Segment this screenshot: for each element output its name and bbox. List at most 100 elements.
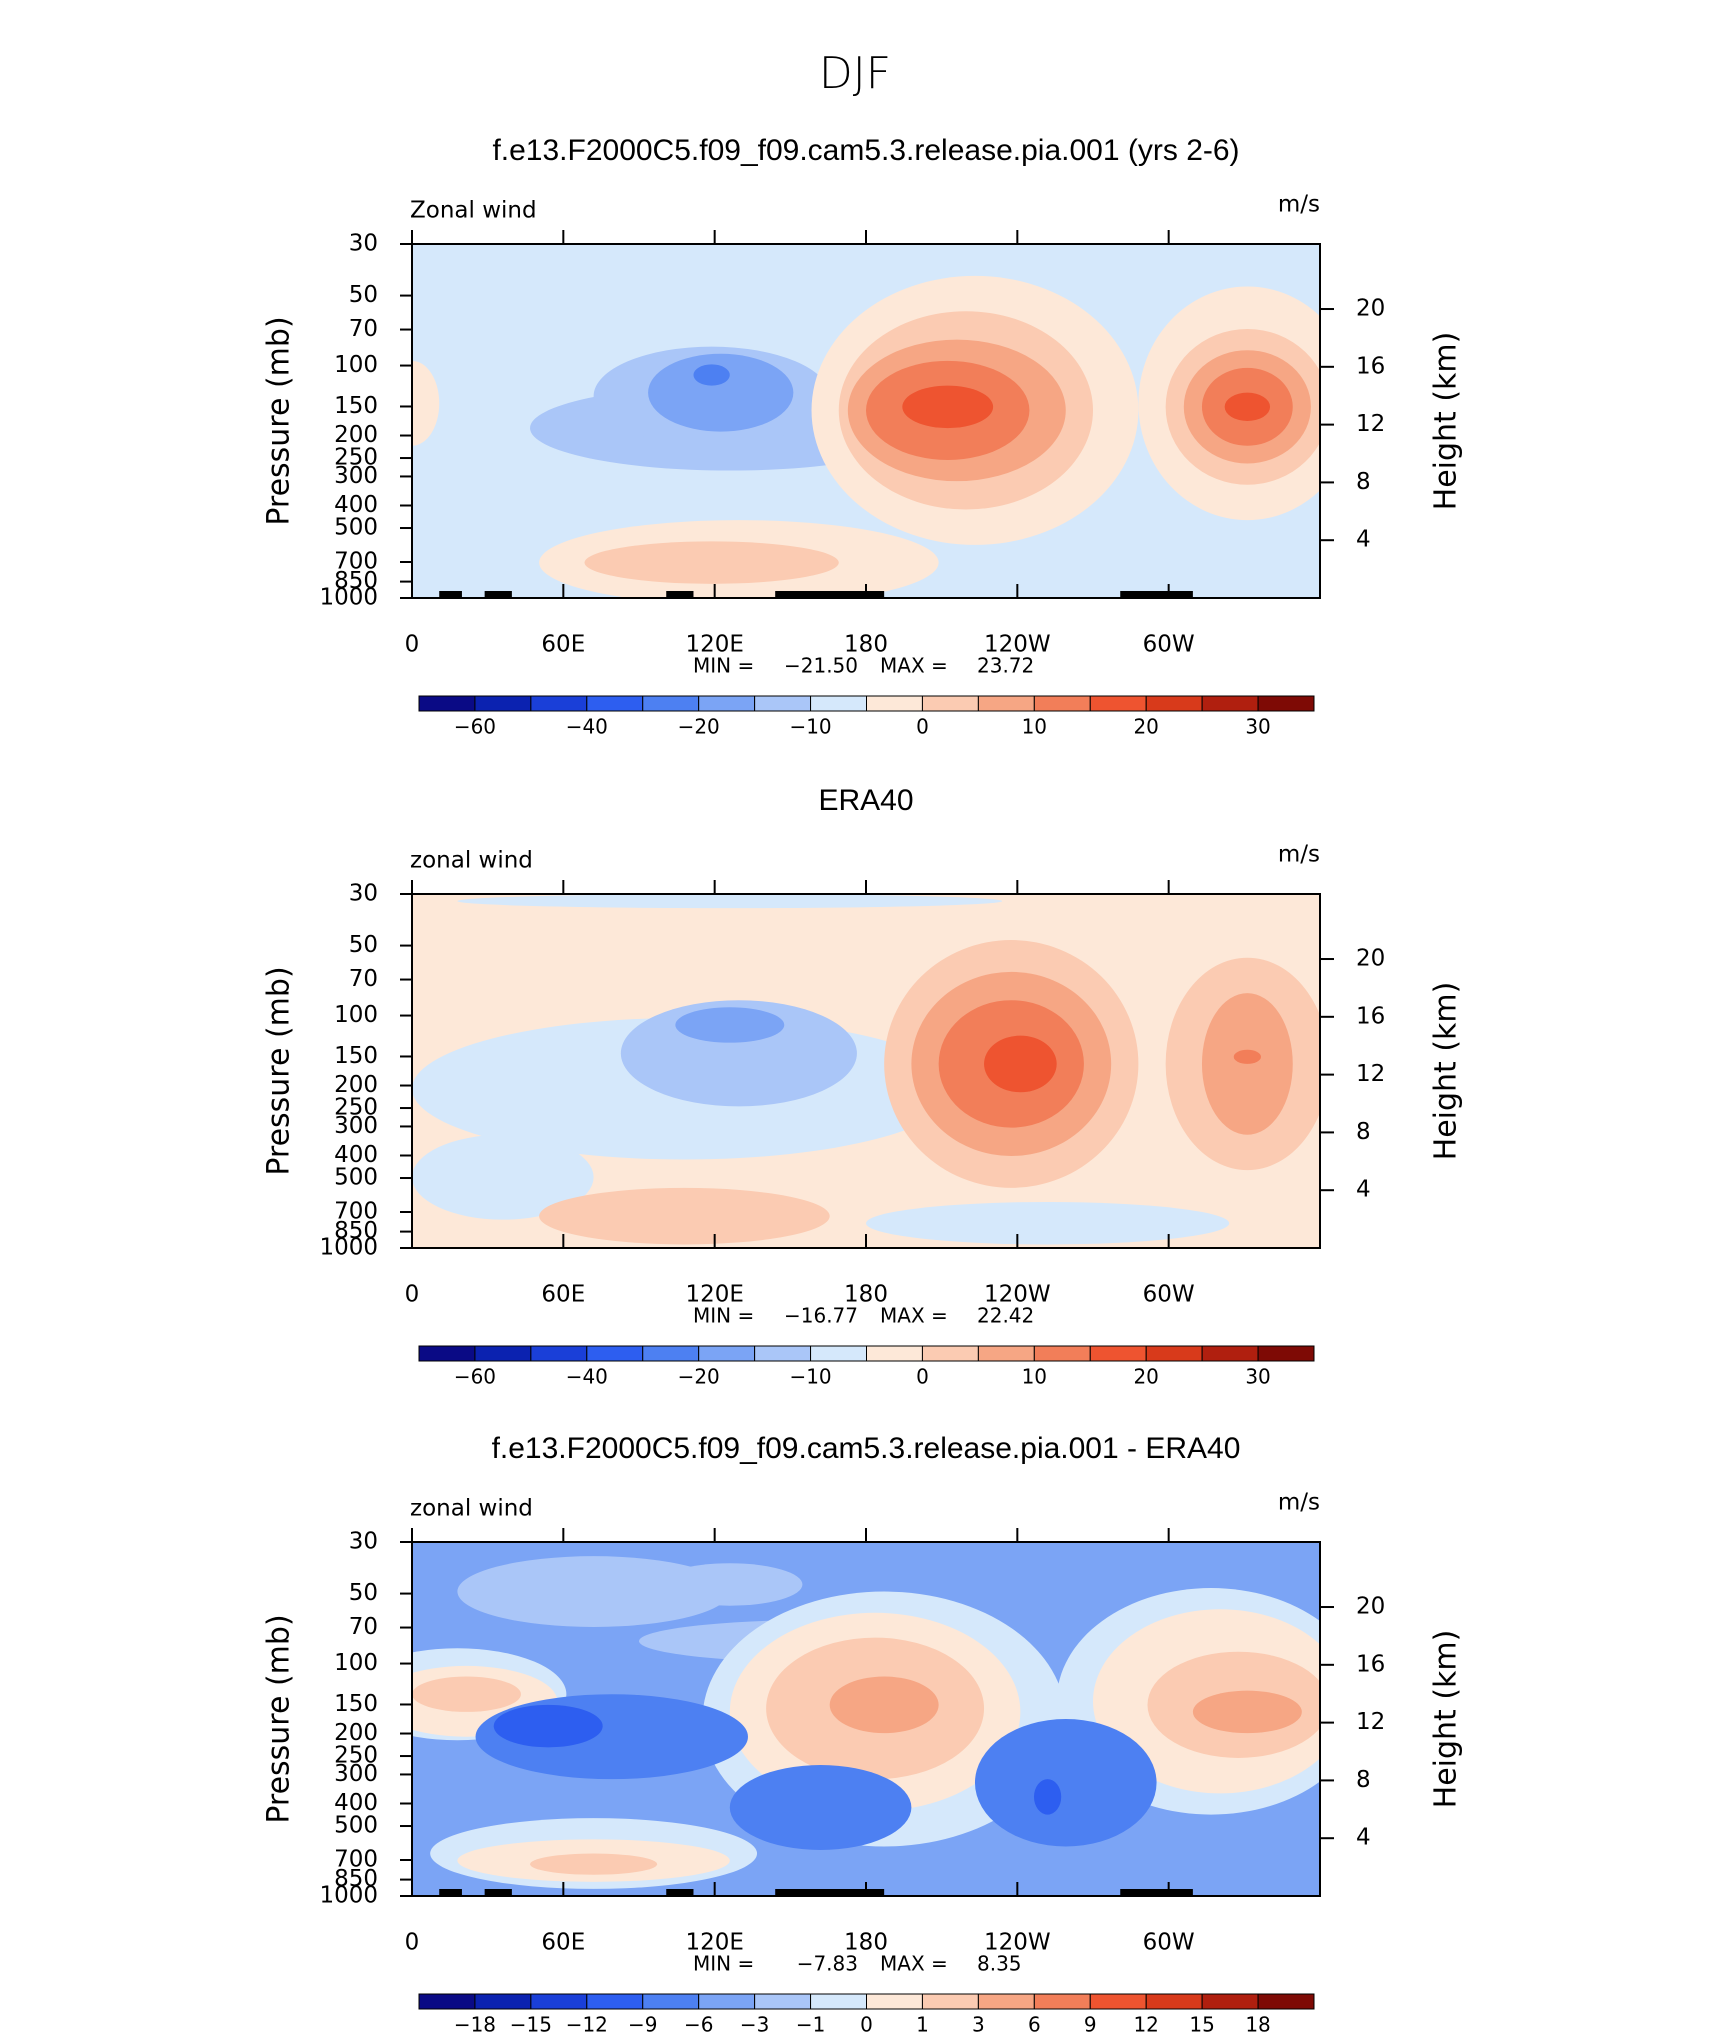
y-tick-label: 500 <box>334 1165 378 1191</box>
contour-region <box>984 1035 1057 1093</box>
colorbar-label: 0 <box>916 715 929 739</box>
colorbar-box <box>977 1345 1035 1362</box>
y-tick-label: 850 <box>334 1218 378 1244</box>
units-label: m/s <box>1278 1490 1320 1516</box>
colorbar-box <box>754 1345 812 1362</box>
x-tick-label: 120W <box>984 1930 1051 1956</box>
y-tick-label: 1000 <box>319 1883 378 1909</box>
colorbar-label: −60 <box>454 715 496 739</box>
field <box>412 1542 1320 1896</box>
y2-tick-label: 12 <box>1356 1709 1385 1735</box>
min-value: −7.83 <box>797 1952 858 1976</box>
colorbar-label: −20 <box>678 715 720 739</box>
field-label: Zonal wind <box>410 198 537 224</box>
colorbar-box <box>754 1993 812 2010</box>
y-tick-label: 1000 <box>319 585 378 611</box>
contour-region <box>493 1704 603 1748</box>
contour-region <box>1192 1690 1302 1734</box>
y2-axis-title: Height (km) <box>1429 1630 1464 1809</box>
colorbar-label: 9 <box>1084 2013 1097 2037</box>
colorbar-label: 1 <box>916 2013 929 2037</box>
colorbar-box <box>810 1993 867 2010</box>
y-tick-label: 500 <box>334 1813 378 1839</box>
y-tick-label: 400 <box>334 1142 378 1168</box>
colorbar-label: 6 <box>1028 2013 1041 2037</box>
y-tick-label: 50 <box>349 1580 378 1606</box>
x-tick-label: 60W <box>1143 1282 1195 1308</box>
y-tick-label: 200 <box>334 1072 378 1098</box>
colorbar-label: 15 <box>1189 2013 1214 2037</box>
max-value: 22.42 <box>977 1304 1034 1328</box>
colorbar-box <box>1033 1993 1091 2010</box>
colorbar-box <box>1145 1345 1203 1362</box>
min-label: MIN = <box>693 1304 754 1328</box>
topography <box>439 1889 462 1896</box>
max-label: MAX = <box>880 1952 948 1976</box>
colorbar-box <box>530 1345 588 1362</box>
panel: f.e13.F2000C5.f09_f09.cam5.3.release.pia… <box>262 134 1464 739</box>
topography <box>666 591 694 598</box>
contour-region <box>584 541 839 584</box>
colorbar-label: 12 <box>1133 2013 1158 2037</box>
colorbar-box <box>1033 1345 1091 1362</box>
contour-region <box>457 1556 730 1627</box>
colorbar-box <box>642 695 700 712</box>
colorbar-box <box>418 1993 476 2010</box>
y2-tick-label: 12 <box>1356 1061 1385 1087</box>
y2-tick-label: 20 <box>1356 946 1385 972</box>
contour-region <box>1033 1779 1062 1815</box>
y-tick-label: 700 <box>334 1846 378 1872</box>
y-tick-label: 200 <box>334 422 378 448</box>
y-tick-label: 400 <box>334 1790 378 1816</box>
colorbar-box <box>921 1993 979 2010</box>
colorbar-box <box>754 695 812 712</box>
y-tick-label: 500 <box>334 515 378 541</box>
y2-tick-label: 16 <box>1356 353 1385 379</box>
contour-region <box>866 1201 1230 1245</box>
colorbar-box <box>586 1345 644 1362</box>
colorbar-box <box>921 695 979 712</box>
colorbar-box <box>474 1345 532 1362</box>
colorbar-box <box>698 1345 756 1362</box>
colorbar-box <box>1257 1345 1315 1362</box>
colorbar-box <box>921 1345 979 1362</box>
colorbar-label: −10 <box>789 1365 831 1389</box>
panel: ERA40 zonal wind m/s Pressure (mb) Height (k… <box>262 784 1464 1389</box>
colorbar-label: −6 <box>684 2013 713 2037</box>
colorbar-box <box>530 1993 588 2010</box>
x-tick-label: 60E <box>541 1930 585 1956</box>
colorbar-label: 20 <box>1133 1365 1158 1389</box>
colorbar-box <box>1089 1993 1147 2010</box>
y-tick-label: 300 <box>334 1113 378 1139</box>
colorbar-box <box>698 1993 756 2010</box>
y-tick-label: 1000 <box>319 1235 378 1261</box>
contour-region <box>539 1187 830 1245</box>
x-tick-label: 60E <box>541 632 585 658</box>
y-tick-label: 30 <box>349 881 378 907</box>
field-label: zonal wind <box>410 848 533 874</box>
y-tick-label: 70 <box>349 1614 378 1640</box>
x-tick-label: 60W <box>1143 1930 1195 1956</box>
colorbar-label: −20 <box>678 1365 720 1389</box>
topography <box>1120 591 1193 598</box>
x-tick-label: 0 <box>405 632 420 658</box>
colorbar-label: 30 <box>1245 1365 1270 1389</box>
y2-tick-label: 4 <box>1356 1825 1371 1851</box>
contour-region <box>1224 392 1271 421</box>
x-tick-label: 60E <box>541 1282 585 1308</box>
y-tick-label: 300 <box>334 463 378 489</box>
colorbar-box <box>1145 695 1203 712</box>
colorbar-box <box>642 1345 700 1362</box>
colorbar-box <box>977 1993 1035 2010</box>
y2-axis-title: Height (km) <box>1429 332 1464 511</box>
topography <box>484 1889 512 1896</box>
x-tick-label: 120E <box>685 1930 743 1956</box>
colorbar-box <box>977 695 1035 712</box>
panel-title: ERA40 <box>818 784 913 817</box>
y-tick-label: 30 <box>349 231 378 257</box>
y2-tick-label: 16 <box>1356 1003 1385 1029</box>
topography <box>439 591 462 598</box>
contour-region <box>412 360 440 446</box>
y2-axis-title: Height (km) <box>1429 982 1464 1161</box>
